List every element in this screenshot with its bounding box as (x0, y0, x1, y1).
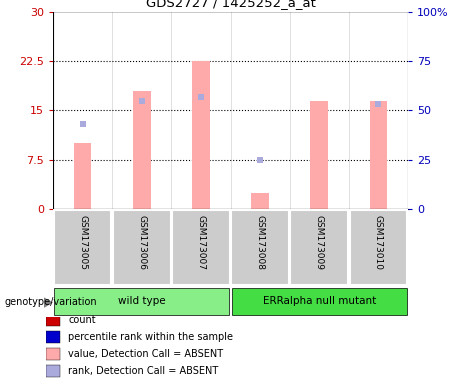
Text: genotype/variation: genotype/variation (5, 297, 97, 307)
Text: value, Detection Call = ABSENT: value, Detection Call = ABSENT (68, 349, 224, 359)
Text: GSM173010: GSM173010 (374, 215, 383, 270)
Bar (192, 61, 210, 209)
Bar (133, 91, 151, 209)
Text: GSM173009: GSM173009 (315, 215, 324, 270)
Text: count: count (68, 315, 96, 325)
Bar (46, 348, 60, 360)
Bar (231, 288, 407, 315)
Bar (349, 210, 407, 285)
Text: rank, Detection Call = ABSENT: rank, Detection Call = ABSENT (68, 366, 219, 376)
Text: percentile rank within the sample: percentile rank within the sample (68, 332, 233, 342)
Bar (251, 193, 269, 209)
Text: wild type: wild type (118, 296, 165, 306)
Bar (172, 210, 230, 285)
Bar (310, 101, 328, 209)
Title: GDS2727 / 1425252_a_at: GDS2727 / 1425252_a_at (146, 0, 315, 9)
Bar (54, 288, 230, 315)
Bar (370, 101, 387, 209)
Text: GSM173007: GSM173007 (196, 215, 206, 270)
Text: ERRalpha null mutant: ERRalpha null mutant (263, 296, 376, 306)
Text: GSM173008: GSM173008 (255, 215, 265, 270)
Bar (113, 210, 171, 285)
Text: GSM173005: GSM173005 (78, 215, 87, 270)
Bar (290, 210, 348, 285)
Bar (74, 143, 91, 209)
Polygon shape (44, 297, 53, 308)
Bar (46, 314, 60, 326)
Bar (54, 210, 112, 285)
Text: GSM173006: GSM173006 (137, 215, 146, 270)
Bar (46, 364, 60, 377)
Bar (46, 331, 60, 343)
Bar (231, 210, 289, 285)
